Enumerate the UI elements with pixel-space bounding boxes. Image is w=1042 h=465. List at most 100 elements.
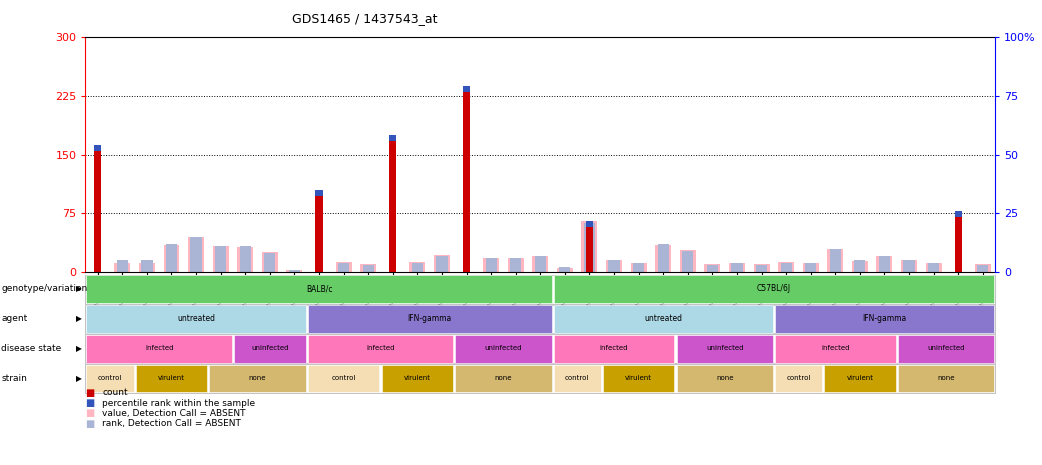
- Text: none: none: [716, 375, 734, 381]
- Text: strain: strain: [1, 373, 27, 383]
- Text: control: control: [98, 375, 122, 381]
- Bar: [634, 263, 644, 272]
- Text: virulent: virulent: [404, 375, 430, 381]
- Bar: [731, 263, 743, 272]
- Bar: [289, 270, 300, 272]
- Bar: [316, 190, 323, 272]
- Bar: [584, 223, 595, 272]
- Bar: [483, 258, 499, 272]
- Bar: [903, 260, 915, 272]
- Bar: [901, 259, 917, 272]
- Bar: [928, 263, 939, 272]
- Bar: [238, 247, 253, 272]
- Text: control: control: [565, 375, 590, 381]
- Text: ▶: ▶: [76, 344, 82, 353]
- Text: ■: ■: [85, 388, 95, 398]
- Bar: [954, 211, 962, 217]
- Bar: [829, 248, 841, 272]
- Bar: [265, 253, 275, 272]
- Text: disease state: disease state: [1, 344, 61, 353]
- Bar: [94, 145, 101, 152]
- Text: infected: infected: [821, 345, 849, 351]
- Bar: [213, 246, 228, 272]
- Bar: [778, 262, 794, 272]
- Bar: [876, 256, 892, 272]
- Bar: [463, 86, 470, 92]
- Text: none: none: [249, 375, 267, 381]
- Text: ▶: ▶: [76, 284, 82, 293]
- Text: virulent: virulent: [625, 375, 652, 381]
- Bar: [560, 267, 570, 272]
- Bar: [805, 263, 816, 272]
- Bar: [655, 245, 671, 272]
- Bar: [606, 260, 622, 272]
- Bar: [240, 246, 251, 272]
- Text: percentile rank within the sample: percentile rank within the sample: [102, 399, 255, 408]
- Bar: [630, 263, 647, 272]
- Bar: [191, 237, 202, 272]
- Bar: [954, 211, 962, 272]
- Text: BALB/c: BALB/c: [305, 284, 332, 293]
- Bar: [215, 246, 226, 272]
- Bar: [338, 263, 349, 272]
- Bar: [507, 258, 524, 272]
- Text: ■: ■: [85, 408, 95, 418]
- Bar: [316, 190, 323, 196]
- Bar: [729, 263, 745, 272]
- Bar: [535, 256, 546, 272]
- Bar: [854, 260, 866, 272]
- Bar: [755, 265, 767, 272]
- Text: control: control: [787, 375, 811, 381]
- Bar: [189, 237, 204, 272]
- Bar: [361, 264, 376, 272]
- Bar: [753, 264, 770, 272]
- Bar: [166, 244, 177, 272]
- Text: uninfected: uninfected: [705, 345, 743, 351]
- Bar: [683, 251, 693, 272]
- Bar: [117, 260, 128, 272]
- Text: IFN-gamma: IFN-gamma: [407, 314, 452, 323]
- Text: untreated: untreated: [177, 314, 215, 323]
- Bar: [389, 135, 396, 272]
- Text: value, Detection Call = ABSENT: value, Detection Call = ABSENT: [102, 409, 246, 418]
- Bar: [433, 255, 450, 272]
- Text: genotype/variation: genotype/variation: [1, 284, 88, 293]
- Text: ▶: ▶: [76, 373, 82, 383]
- Bar: [586, 221, 593, 272]
- Bar: [827, 248, 843, 272]
- Bar: [511, 258, 521, 272]
- Text: GDS1465 / 1437543_at: GDS1465 / 1437543_at: [292, 12, 438, 25]
- Text: uninfected: uninfected: [927, 345, 965, 351]
- Bar: [704, 264, 720, 272]
- Text: C57BL/6J: C57BL/6J: [756, 284, 791, 293]
- Text: uninfected: uninfected: [251, 345, 289, 351]
- Bar: [486, 258, 497, 272]
- Bar: [977, 265, 989, 272]
- Bar: [410, 262, 425, 272]
- Text: agent: agent: [1, 314, 27, 323]
- Bar: [139, 263, 155, 272]
- Bar: [412, 263, 423, 272]
- Text: virulent: virulent: [158, 375, 185, 381]
- Text: ■: ■: [85, 398, 95, 408]
- Bar: [437, 256, 447, 272]
- Bar: [780, 263, 792, 272]
- Bar: [586, 221, 593, 227]
- Bar: [658, 244, 669, 272]
- Text: ■: ■: [85, 418, 95, 429]
- Text: rank, Detection Call = ABSENT: rank, Detection Call = ABSENT: [102, 419, 241, 428]
- Bar: [975, 264, 991, 272]
- Bar: [532, 256, 548, 272]
- Bar: [336, 262, 351, 272]
- Bar: [609, 260, 620, 272]
- Text: uninfected: uninfected: [485, 345, 522, 351]
- Bar: [142, 260, 152, 272]
- Text: infected: infected: [600, 345, 628, 351]
- Bar: [389, 135, 396, 141]
- Bar: [463, 86, 470, 272]
- Text: infected: infected: [366, 345, 395, 351]
- Bar: [679, 250, 696, 272]
- Text: ▶: ▶: [76, 314, 82, 323]
- Text: count: count: [102, 388, 128, 398]
- Bar: [363, 265, 374, 272]
